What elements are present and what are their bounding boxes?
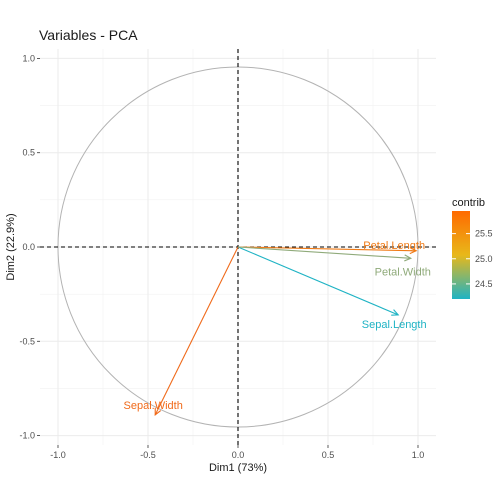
legend-ticks: 24.5 25.0 25.5 xyxy=(452,229,493,289)
variable-label: Sepal.Length xyxy=(362,319,427,331)
variable-label: Petal.Width xyxy=(375,266,431,278)
variable-arrowhead xyxy=(154,407,162,416)
variable-arrow xyxy=(237,246,417,252)
legend-tick-label: 25.0 xyxy=(475,254,493,264)
y-axis-title: Dim2 (22.9%) xyxy=(5,213,17,280)
legend-title: contrib xyxy=(452,197,485,209)
variable-label: Petal.Length xyxy=(363,240,425,252)
variable-arrowhead xyxy=(409,247,418,255)
variable-label: Sepal.Width xyxy=(124,400,183,412)
variable-arrowhead xyxy=(391,309,400,316)
x-tick-label: 0.5 xyxy=(322,450,335,460)
x-axis-title: Dim1 (73%) xyxy=(209,462,267,474)
x-axis-ticks: -1.0 -0.5 0.0 0.5 1.0 xyxy=(50,445,424,460)
legend-colorbar xyxy=(452,211,470,299)
legend: contrib 24.5 25.0 25.5 xyxy=(452,197,493,299)
plot-panel: Sepal.Length Sepal.Width Petal.Length Petal… xyxy=(40,49,436,445)
legend-tick-label: 25.5 xyxy=(475,229,493,239)
y-tick-label: 1.0 xyxy=(22,53,35,63)
x-tick-label: 0.0 xyxy=(232,450,245,460)
chart-title: Variables - PCA xyxy=(39,27,138,43)
y-tick-label: 0.5 xyxy=(22,148,35,158)
x-tick-label: -0.5 xyxy=(140,450,156,460)
y-tick-label: -0.5 xyxy=(19,336,35,346)
y-tick-label: 0.0 xyxy=(22,242,35,252)
x-tick-label: 1.0 xyxy=(412,450,425,460)
variable-labels: Sepal.Length Sepal.Width Petal.Length Petal… xyxy=(124,240,431,412)
x-tick-label: -1.0 xyxy=(50,450,66,460)
variable-arrows xyxy=(154,246,418,416)
variable-arrowhead xyxy=(404,254,413,262)
variable-arrow xyxy=(237,246,411,259)
y-axis-ticks: -1.0 -0.5 0.0 0.5 1.0 xyxy=(19,53,40,441)
variable-arrow xyxy=(154,246,239,416)
variable-arrow xyxy=(237,246,399,316)
legend-tick-label: 24.5 xyxy=(475,279,493,289)
y-tick-label: -1.0 xyxy=(19,431,35,441)
